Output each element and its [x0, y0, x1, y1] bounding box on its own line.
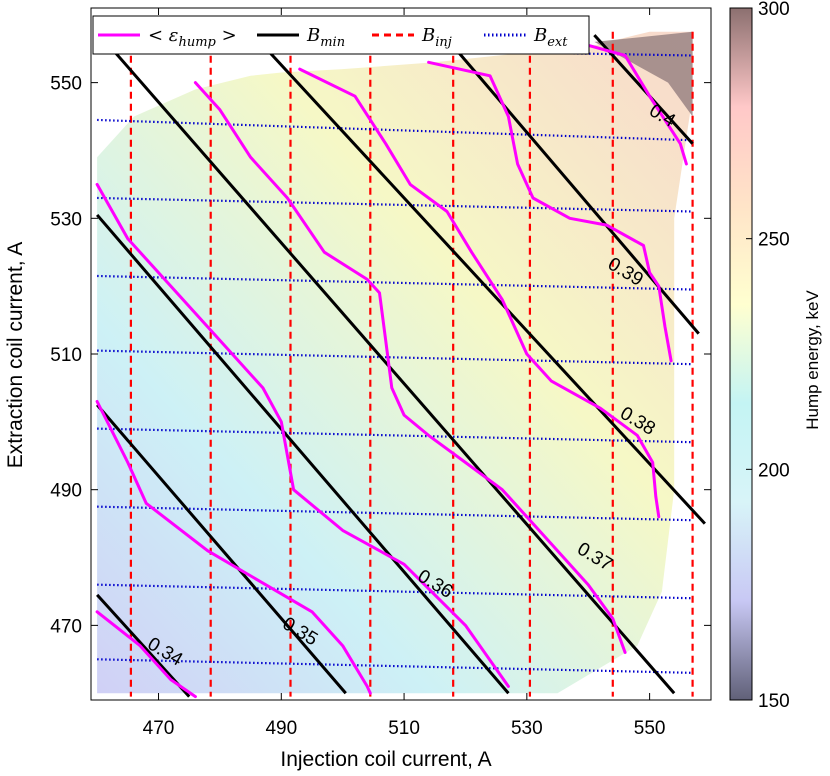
y-axis-label: Extraction coil current, A [4, 242, 27, 468]
colorbar-axis: 150 200 250 300 [746, 0, 790, 712]
colorbar-label: Hump energy, keV [803, 290, 822, 430]
x-tick-label: 530 [511, 718, 543, 739]
bmin-line [593, 34, 694, 145]
x-tick-label: 550 [634, 718, 666, 739]
y-tick-label: 530 [50, 209, 82, 230]
x-tick-label: 490 [265, 718, 297, 739]
bext-line [97, 274, 693, 291]
x-axis: 470 490 510 530 550 [143, 8, 666, 739]
y-tick-label: 470 [50, 616, 82, 637]
legend-label-hump: < εhump > [148, 25, 237, 50]
bext-line [97, 118, 693, 142]
colorbar-frame [729, 7, 753, 701]
bext-line [97, 505, 693, 522]
bext-line [97, 349, 693, 366]
bext-line [97, 583, 693, 600]
y-tick-label: 550 [50, 74, 82, 95]
legend-box [92, 15, 590, 55]
colorbar [730, 8, 752, 700]
hump-contour [95, 610, 197, 699]
hump-contours [95, 43, 688, 699]
x-axis-label: Injection coil current, A [280, 748, 491, 771]
x-tick-label: 470 [143, 718, 175, 739]
bmin-line [96, 593, 191, 698]
hump-contour [298, 67, 661, 519]
legend-label-binj: Binj [421, 25, 452, 50]
colorbar-tick-label: 250 [758, 230, 790, 251]
bmin-line [96, 213, 510, 695]
bext-line [97, 44, 693, 57]
x-tick-label: 510 [388, 718, 420, 739]
colorbar-tick-label: 150 [758, 691, 790, 712]
legend-label-bmin: Bmin [306, 25, 345, 50]
y-tick-label: 510 [50, 345, 82, 366]
bext-line [97, 427, 693, 444]
legend-label-bext: Bext [533, 25, 568, 50]
colorbar-tick-label: 200 [758, 460, 790, 481]
bmin-line [96, 403, 347, 695]
y-tick-label: 490 [50, 481, 82, 502]
legend: < εhump > Bmin Binj Bext [92, 15, 590, 55]
bext-line [97, 658, 693, 674]
colorbar-tick-label: 300 [758, 0, 790, 20]
heatmap-region [97, 31, 693, 694]
hump-contour [95, 182, 510, 688]
hump-contour [95, 400, 372, 695]
bmin-line [249, 30, 706, 525]
bmin-line [96, 30, 676, 695]
y-axis: 470 490 510 530 550 [50, 74, 711, 637]
heatmap-fill [97, 31, 693, 694]
hump-contour [427, 60, 673, 363]
hump-contour [586, 43, 688, 166]
hump-contour [193, 81, 627, 654]
